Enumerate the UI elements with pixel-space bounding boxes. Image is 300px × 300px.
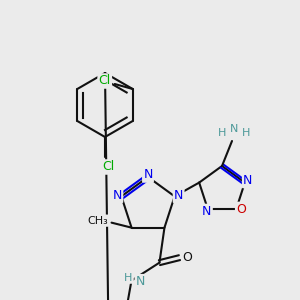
Text: N: N xyxy=(230,124,238,134)
Text: N: N xyxy=(174,189,183,202)
Text: O: O xyxy=(182,251,192,264)
Text: H: H xyxy=(218,128,226,138)
Text: Cl: Cl xyxy=(99,74,111,88)
Text: H: H xyxy=(124,273,133,283)
Text: CH₃: CH₃ xyxy=(87,216,108,226)
Text: N: N xyxy=(113,189,122,202)
Text: O: O xyxy=(236,203,246,216)
Text: H: H xyxy=(242,128,250,138)
Text: Cl: Cl xyxy=(102,160,114,173)
Text: N: N xyxy=(143,169,153,182)
Text: N: N xyxy=(136,275,145,288)
Text: N: N xyxy=(243,174,253,187)
Text: N: N xyxy=(202,205,212,218)
